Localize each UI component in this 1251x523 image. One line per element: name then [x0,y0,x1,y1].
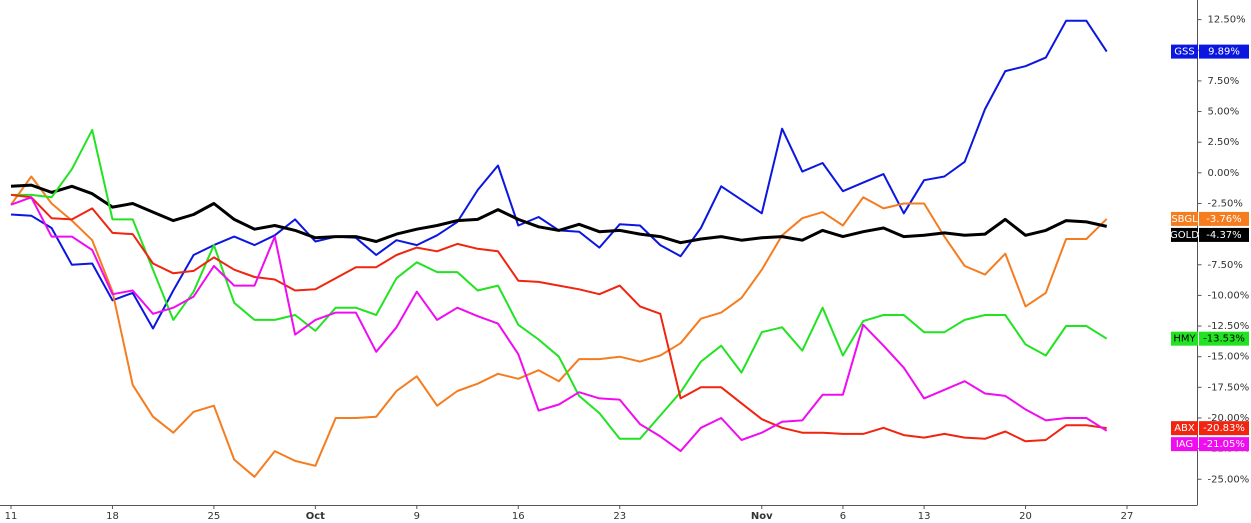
y-tick-label: 2.50% [1208,137,1240,148]
series-tag: GOLD -4.37% [1170,227,1249,242]
tag-name-box [1171,44,1198,59]
series-tag: GSS 9.89% [1171,44,1249,59]
tag-value-label: -21.05% [1203,439,1245,450]
y-tick-label: -10.00% [1208,290,1250,301]
legend-label: IAG [1176,439,1193,450]
y-tick-label: -7.50% [1208,260,1243,271]
x-tick-label: 11 [5,511,18,522]
x-tick-label: 18 [106,511,119,522]
legend-label: GOLD [1170,230,1199,241]
x-tick-label: 23 [613,511,626,522]
tag-value-label: -20.83% [1203,423,1245,434]
y-tick-label: 7.50% [1208,76,1240,87]
y-tick-label: -17.50% [1208,382,1250,393]
legend-label: GSS [1174,47,1194,58]
tag-value-label: -3.76% [1206,214,1241,225]
tag-name-box [1171,421,1198,436]
series-tag: HMY -13.53% [1171,331,1249,346]
tag-name-box [1171,211,1198,226]
tag-value-label: 9.89% [1208,47,1240,58]
series-tag: IAG -21.05% [1171,437,1249,452]
tag-value-box [1199,437,1249,452]
tag-value-label: -13.53% [1203,334,1245,345]
legend-label: HMY [1173,334,1196,345]
y-tick-label: -20.00% [1208,413,1250,424]
legend-label: SBGL [1171,214,1198,225]
series-line [10,183,1108,245]
legend-label: ABX [1174,423,1195,434]
series-line [10,193,1107,443]
series-line [10,196,1108,453]
series-line [11,128,1108,440]
x-tick-label: Nov [751,511,773,522]
tag-name-box [1171,437,1198,452]
tag-value-box [1199,331,1249,346]
x-tick-label: 6 [840,511,846,522]
x-tick-label: 16 [512,511,525,522]
x-tick-label: 27 [1121,511,1134,522]
y-tick-label: 12.50% [1208,15,1246,26]
series-line [10,175,1108,478]
tag-value-box [1199,44,1249,59]
x-tick-label: 13 [918,511,931,522]
y-tick-label: -12.50% [1208,321,1250,332]
y-tick-label: -15.00% [1208,352,1250,363]
x-tick-label: 9 [414,511,420,522]
x-tick-label: 25 [208,511,221,522]
tag-value-box [1199,227,1249,242]
x-tick-label: 20 [1019,511,1032,522]
y-tick-label: -25.00% [1208,474,1250,485]
series-tag: ABX -20.83% [1171,421,1249,436]
tag-name-box [1171,227,1198,242]
tag-value-label: -4.37% [1206,230,1241,241]
y-tick-label: 0.00% [1208,168,1240,179]
y-tick-label: 5.00% [1208,107,1240,118]
tag-name-box [1171,331,1198,346]
x-tick-label: Oct [306,511,325,522]
tag-value-box [1199,421,1249,436]
series-line [10,19,1108,330]
tag-value-box [1199,211,1249,226]
series-tag: SBGL -3.76% [1171,211,1249,226]
y-tick-label: -2.50% [1208,198,1243,209]
